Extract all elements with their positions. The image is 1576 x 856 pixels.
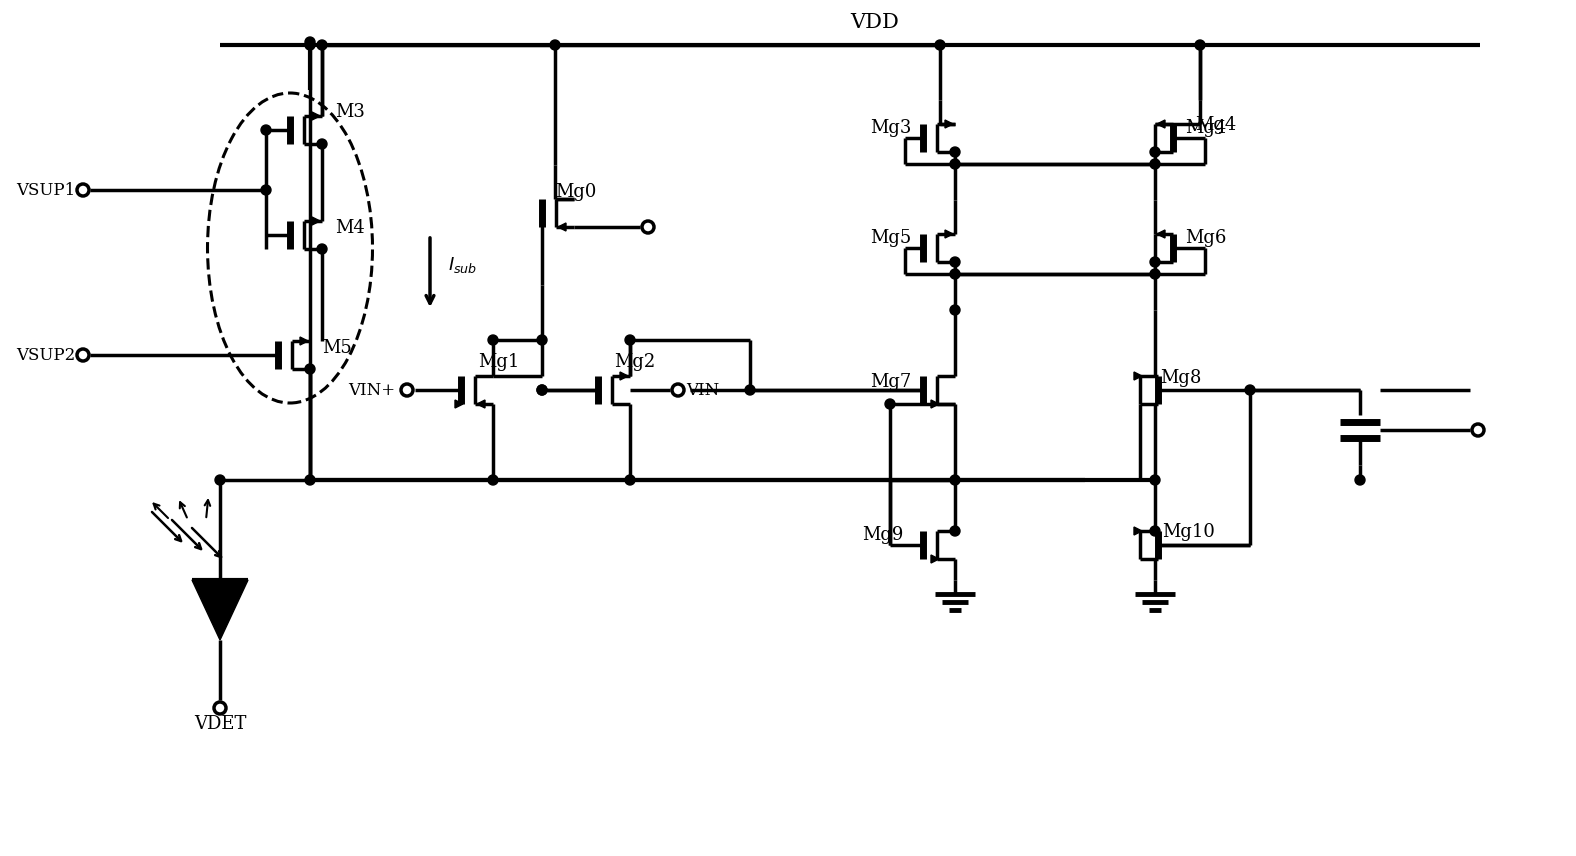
Circle shape (626, 475, 635, 485)
Polygon shape (1135, 372, 1143, 380)
Circle shape (1150, 159, 1160, 169)
Text: VDD: VDD (851, 13, 900, 32)
Text: Mg9: Mg9 (862, 526, 903, 544)
Circle shape (950, 526, 960, 536)
Polygon shape (312, 217, 320, 225)
Circle shape (306, 37, 315, 47)
Circle shape (262, 125, 271, 135)
Text: Mg1: Mg1 (478, 353, 520, 371)
Circle shape (950, 159, 960, 169)
Polygon shape (312, 112, 320, 120)
Circle shape (950, 475, 960, 485)
Text: Mg10: Mg10 (1162, 523, 1215, 541)
Text: Mg4: Mg4 (1195, 116, 1236, 134)
Circle shape (1150, 269, 1160, 279)
Text: M3: M3 (336, 103, 366, 121)
Circle shape (77, 349, 88, 361)
Circle shape (950, 305, 960, 315)
Text: Mg7: Mg7 (870, 373, 911, 391)
Polygon shape (478, 400, 485, 408)
Text: Mg6: Mg6 (1185, 229, 1226, 247)
Polygon shape (1157, 120, 1165, 128)
Polygon shape (455, 400, 463, 408)
Circle shape (1150, 475, 1160, 485)
Circle shape (1195, 40, 1206, 50)
Text: VIN+: VIN+ (348, 382, 396, 399)
Polygon shape (931, 555, 939, 563)
Circle shape (671, 384, 684, 396)
Circle shape (1355, 475, 1365, 485)
Polygon shape (946, 230, 953, 238)
Circle shape (1472, 424, 1485, 436)
Circle shape (950, 147, 960, 157)
Polygon shape (1157, 230, 1165, 238)
Circle shape (1150, 147, 1160, 157)
Polygon shape (299, 337, 307, 345)
Text: M5: M5 (322, 339, 351, 357)
Circle shape (537, 385, 547, 395)
Circle shape (306, 364, 315, 374)
Circle shape (745, 385, 755, 395)
Circle shape (262, 185, 271, 195)
Polygon shape (558, 223, 566, 231)
Circle shape (550, 40, 559, 50)
Text: Mg8: Mg8 (1160, 369, 1201, 387)
Text: Mg3: Mg3 (870, 119, 911, 137)
Text: M4: M4 (336, 219, 364, 237)
Circle shape (641, 221, 654, 233)
Circle shape (400, 384, 413, 396)
Circle shape (886, 399, 895, 409)
Circle shape (317, 40, 326, 50)
Text: Mg5: Mg5 (870, 229, 911, 247)
Text: $I_{sub}$: $I_{sub}$ (448, 255, 478, 275)
Circle shape (214, 702, 225, 714)
Text: Mg4: Mg4 (1185, 119, 1226, 137)
Circle shape (537, 385, 547, 395)
Circle shape (950, 257, 960, 267)
Circle shape (489, 475, 498, 485)
Polygon shape (619, 372, 627, 380)
Circle shape (77, 184, 88, 196)
Circle shape (1245, 385, 1254, 395)
Text: VSUP1: VSUP1 (16, 181, 76, 199)
Circle shape (489, 335, 498, 345)
Circle shape (1150, 526, 1160, 536)
Text: VDET: VDET (194, 715, 246, 733)
Text: Mg2: Mg2 (615, 353, 656, 371)
Text: VSUP2: VSUP2 (16, 347, 76, 364)
Circle shape (950, 269, 960, 279)
Circle shape (306, 475, 315, 485)
Circle shape (306, 40, 315, 50)
Circle shape (626, 335, 635, 345)
Polygon shape (931, 400, 939, 408)
Circle shape (537, 335, 547, 345)
Circle shape (935, 40, 946, 50)
Circle shape (317, 244, 326, 254)
Polygon shape (192, 580, 247, 640)
Circle shape (214, 475, 225, 485)
Text: Mg0: Mg0 (555, 183, 596, 201)
Circle shape (317, 139, 326, 149)
Polygon shape (946, 120, 953, 128)
Circle shape (1150, 257, 1160, 267)
Text: VIN−: VIN− (686, 382, 733, 399)
Polygon shape (1135, 527, 1143, 535)
